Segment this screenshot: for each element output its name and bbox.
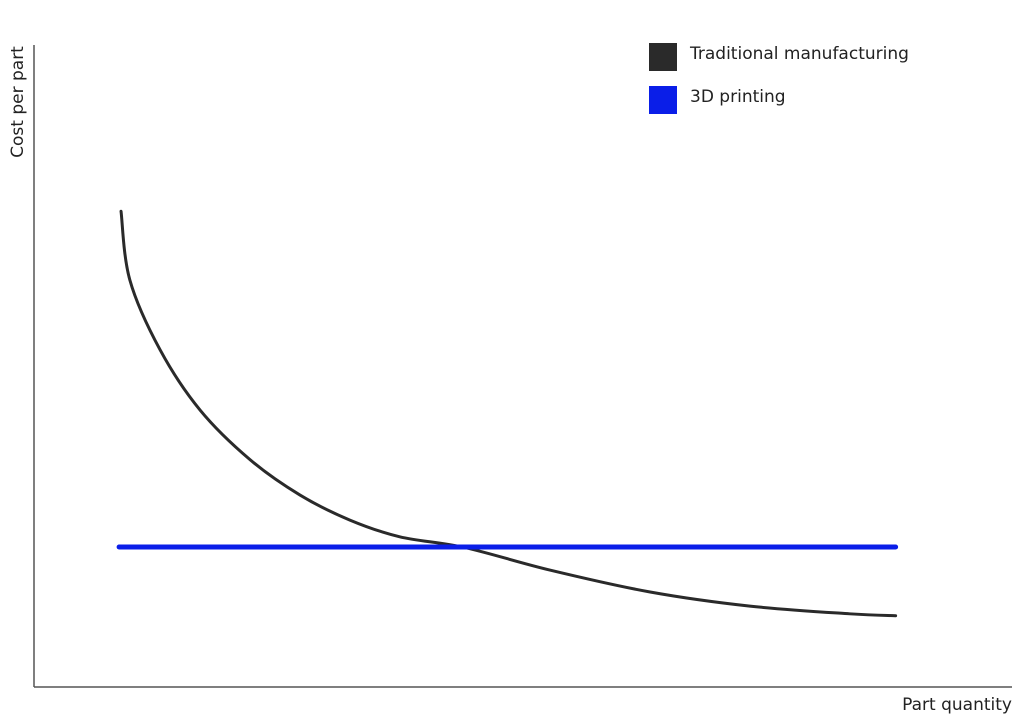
- line-series: [119, 209, 898, 618]
- legend-label: Traditional manufacturing: [689, 44, 909, 64]
- y-axis-label: Cost per part: [8, 46, 28, 158]
- x-axis-label: Part quantity: [902, 695, 1012, 715]
- legend-swatch: [649, 43, 677, 71]
- legend-label: 3D printing: [690, 87, 786, 107]
- legend-swatch: [649, 86, 677, 114]
